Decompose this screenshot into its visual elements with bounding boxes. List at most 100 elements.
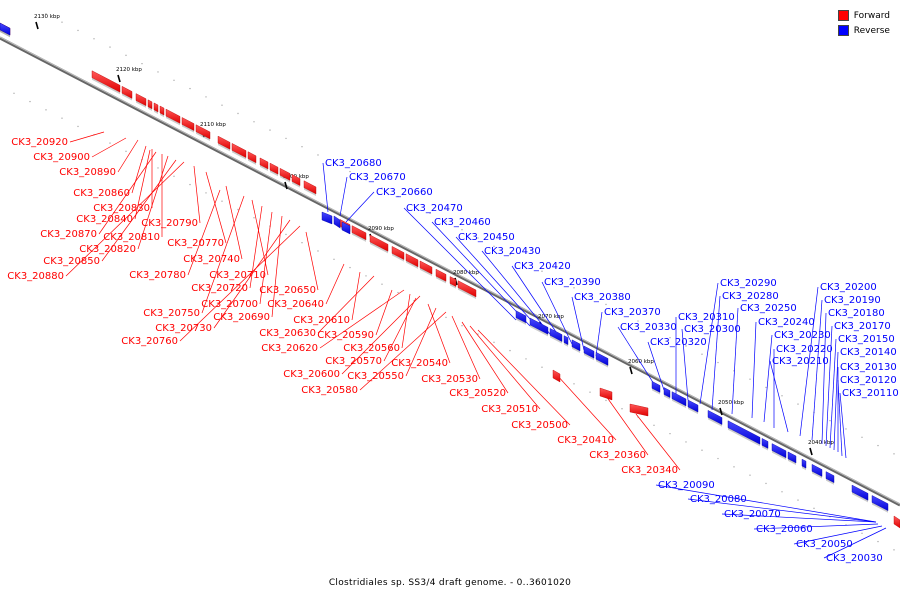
gene-features: [0, 22, 900, 529]
reverse-gene: [563, 335, 569, 347]
gene-label: CK3_20120: [840, 375, 897, 386]
gene-label: CK3_20320: [650, 337, 707, 348]
leader-line: [359, 311, 447, 391]
legend-forward-swatch: [837, 10, 849, 21]
gene-label: CK3_20620: [261, 343, 318, 354]
leader-line: [201, 195, 245, 314]
reverse-gene: [825, 471, 835, 485]
reverse-gene: [851, 484, 869, 503]
leader-line: [225, 185, 243, 260]
forward-gene: [419, 260, 433, 277]
leader-line: [825, 325, 833, 447]
leader-line: [681, 328, 689, 401]
gene-label: CK3_20090: [658, 480, 715, 491]
gene-label: CK3_20210: [772, 356, 829, 367]
gene-label: CK3_20340: [621, 465, 678, 476]
gene-label: CK3_20370: [604, 307, 661, 318]
gene-label: CK3_20610: [293, 315, 350, 326]
forward-gene: [291, 174, 301, 188]
gene-label: CK3_20170: [834, 321, 891, 332]
leader-line: [605, 395, 649, 456]
gene-label: CK3_20850: [43, 256, 100, 267]
gene-label: CK3_20280: [722, 291, 779, 302]
axis-tick-label: 2040 kbp: [808, 440, 834, 446]
gene-label: CK3_20520: [449, 388, 506, 399]
forward-gene: [91, 70, 121, 95]
gene-label: CK3_20380: [574, 292, 631, 303]
genome-backbone: [0, 36, 900, 507]
gene-label: CK3_20140: [840, 347, 897, 358]
forward-gene: [303, 180, 317, 196]
forward-gene: [629, 403, 649, 417]
leader-line: [751, 321, 757, 419]
gene-label: CK3_20810: [103, 232, 160, 243]
leader-line: [721, 513, 877, 523]
leader-line: [837, 379, 843, 457]
leader-line: [375, 289, 393, 336]
forward-gene: [135, 93, 147, 108]
gene-label: CK3_20290: [720, 278, 777, 289]
leader-line: [455, 236, 541, 331]
leader-line: [345, 191, 375, 223]
legend-reverse-label: Reverse: [853, 25, 890, 36]
reverse-gene: [333, 215, 341, 229]
legend-reverse: Reverse: [837, 23, 890, 38]
gene-label: CK3_20690: [213, 312, 270, 323]
axis-tick-label: 2130 kbp: [34, 14, 60, 20]
gene-label: CK3_20820: [79, 244, 136, 255]
leader-line: [823, 527, 887, 559]
leader-line: [793, 525, 883, 545]
gene-label: CK3_20870: [40, 229, 97, 240]
gene-label: CK3_20310: [678, 312, 735, 323]
forward-gene: [449, 276, 457, 289]
leader-line: [769, 360, 789, 433]
gene-label: CK3_20420: [514, 261, 571, 272]
gene-label: CK3_20080: [690, 494, 747, 505]
gene-label: CK3_20550: [347, 371, 404, 382]
reverse-gene: [787, 451, 797, 466]
forward-gene: [247, 151, 257, 165]
leader-line: [595, 311, 603, 357]
gene-label: CK3_20700: [201, 299, 258, 310]
gene-label: CK3_20580: [301, 385, 358, 396]
axis-tick-mark: [35, 21, 39, 30]
leader-line: [451, 315, 481, 380]
leader-line: [839, 392, 847, 459]
axis-tick-mark: [629, 366, 633, 375]
reverse-gene: [663, 387, 671, 400]
leader-line: [481, 250, 551, 335]
reverse-gene: [583, 345, 595, 361]
leader-line: [731, 307, 739, 415]
reverse-gene: [595, 351, 609, 368]
leader-line: [205, 171, 227, 244]
genome-caption: Clostridiales sp. SS3/4 draft genome. - …: [328, 578, 572, 588]
genome-backbone-highlight: [0, 36, 900, 505]
gene-label: CK3_20920: [11, 137, 68, 148]
gene-label: CK3_20640: [267, 299, 324, 310]
gene-label: CK3_20510: [481, 404, 538, 415]
forward-gene: [457, 280, 477, 299]
forward-gene: [351, 225, 367, 242]
leader-line: [753, 523, 879, 530]
leader-line: [711, 295, 721, 411]
leader-line: [821, 312, 827, 445]
gene-label: CK3_20130: [840, 362, 897, 373]
leader-line: [101, 159, 177, 262]
gene-label: CK3_20560: [343, 343, 400, 354]
leader-line: [461, 321, 509, 394]
leader-line: [65, 161, 185, 277]
gene-label: CK3_20050: [796, 539, 853, 550]
gene-label: CK3_20630: [259, 328, 316, 339]
gene-label: CK3_20600: [283, 369, 340, 380]
gene-label: CK3_20500: [511, 420, 568, 431]
reverse-gene: [871, 495, 889, 513]
leader-line: [655, 484, 877, 523]
forward-gene: [195, 124, 211, 141]
leader-line: [137, 155, 169, 250]
gene-label: CK3_20230: [774, 330, 831, 341]
forward-gene: [165, 108, 181, 126]
reverse-gene: [801, 458, 807, 471]
forward-gene: [181, 117, 195, 133]
axis-tick-mark: [117, 74, 121, 83]
